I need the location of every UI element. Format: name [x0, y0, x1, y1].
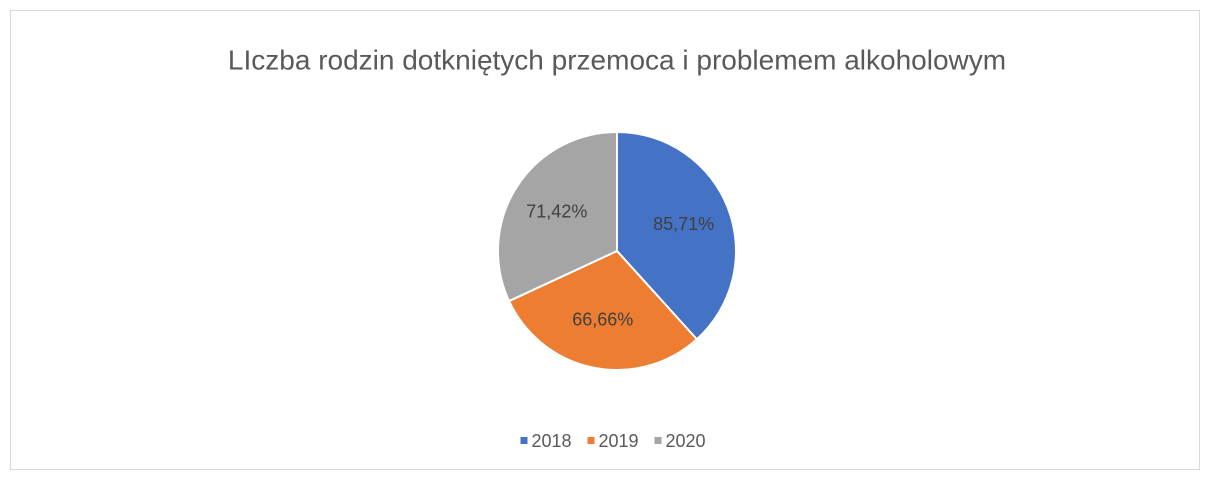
pie-slice: [497, 130, 618, 303]
legend-label: 2018: [532, 431, 572, 451]
legend-label: 2020: [666, 431, 706, 451]
pie-slice: [616, 130, 737, 341]
legend-swatch: [520, 437, 528, 444]
data-label: 71,42%: [526, 201, 587, 221]
data-label: 66,66%: [572, 310, 633, 330]
legend-label: 2019: [599, 431, 639, 451]
pie-slice: [507, 249, 699, 371]
legend-swatch: [654, 437, 662, 444]
data-label: 85,71%: [653, 214, 714, 234]
chart-title: LIczba rodzin dotkniętych przemoca i pro…: [228, 44, 1006, 75]
legend-swatch: [587, 437, 595, 444]
